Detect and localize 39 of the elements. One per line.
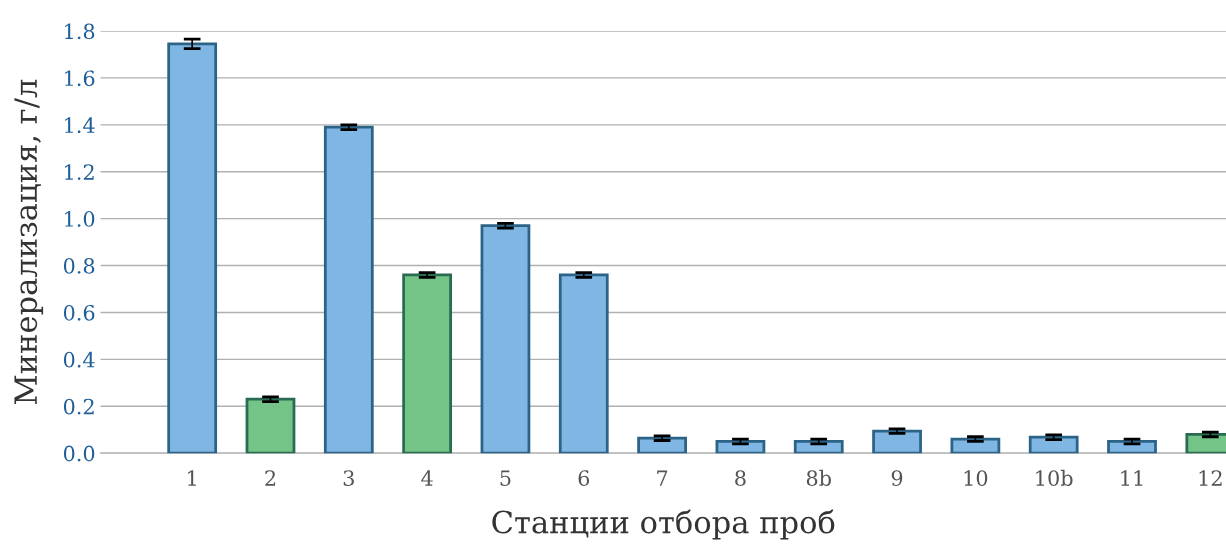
x-tick-label: 2 xyxy=(265,470,276,486)
bar xyxy=(402,273,453,454)
x-tick-label: 3 xyxy=(343,470,354,486)
x-tick-label: 12 xyxy=(1199,470,1222,486)
bar xyxy=(950,437,1001,454)
bar xyxy=(1107,440,1157,454)
y-tick-label: 1.0 xyxy=(65,211,95,227)
bar xyxy=(872,429,922,454)
x-tick-label: 10b xyxy=(1036,469,1073,486)
x-tick-label: 8 xyxy=(735,470,746,486)
x-tick-label: 4 xyxy=(421,470,433,486)
y-tick-label: 1.2 xyxy=(65,164,94,180)
y-tick-label: 0.4 xyxy=(63,351,95,368)
x-tick-label: 8b xyxy=(806,469,831,486)
y-tick-label: 0.2 xyxy=(63,398,94,415)
bar xyxy=(480,224,531,454)
y-tick-label: 1.6 xyxy=(65,70,95,87)
x-tick-label: 9 xyxy=(891,470,903,486)
bar xyxy=(558,273,609,454)
x-tick-label: 11 xyxy=(1121,470,1143,486)
y-tick-label: 0.0 xyxy=(63,445,95,462)
bar xyxy=(793,440,844,454)
y-tick-label: 1.8 xyxy=(65,23,95,40)
x-tick-label: 6 xyxy=(578,470,590,486)
bar xyxy=(1028,435,1079,454)
y-tick-label: 0.6 xyxy=(63,304,95,321)
bar xyxy=(715,440,766,454)
y-axis-title: Минерализация, г/л xyxy=(14,79,44,405)
y-tick-label: 1.4 xyxy=(65,117,95,134)
bar xyxy=(167,42,218,454)
x-tick-label: 5 xyxy=(500,470,511,486)
x-tick-label: 10 xyxy=(964,470,988,486)
x-axis-title: Станции отбора проб xyxy=(492,509,835,540)
bar xyxy=(245,397,296,454)
bar xyxy=(637,436,687,454)
bar xyxy=(323,125,374,454)
x-tick-label: 1 xyxy=(188,470,196,486)
x-tick-label: 7 xyxy=(657,470,668,486)
y-tick-label: 0.8 xyxy=(63,258,95,274)
